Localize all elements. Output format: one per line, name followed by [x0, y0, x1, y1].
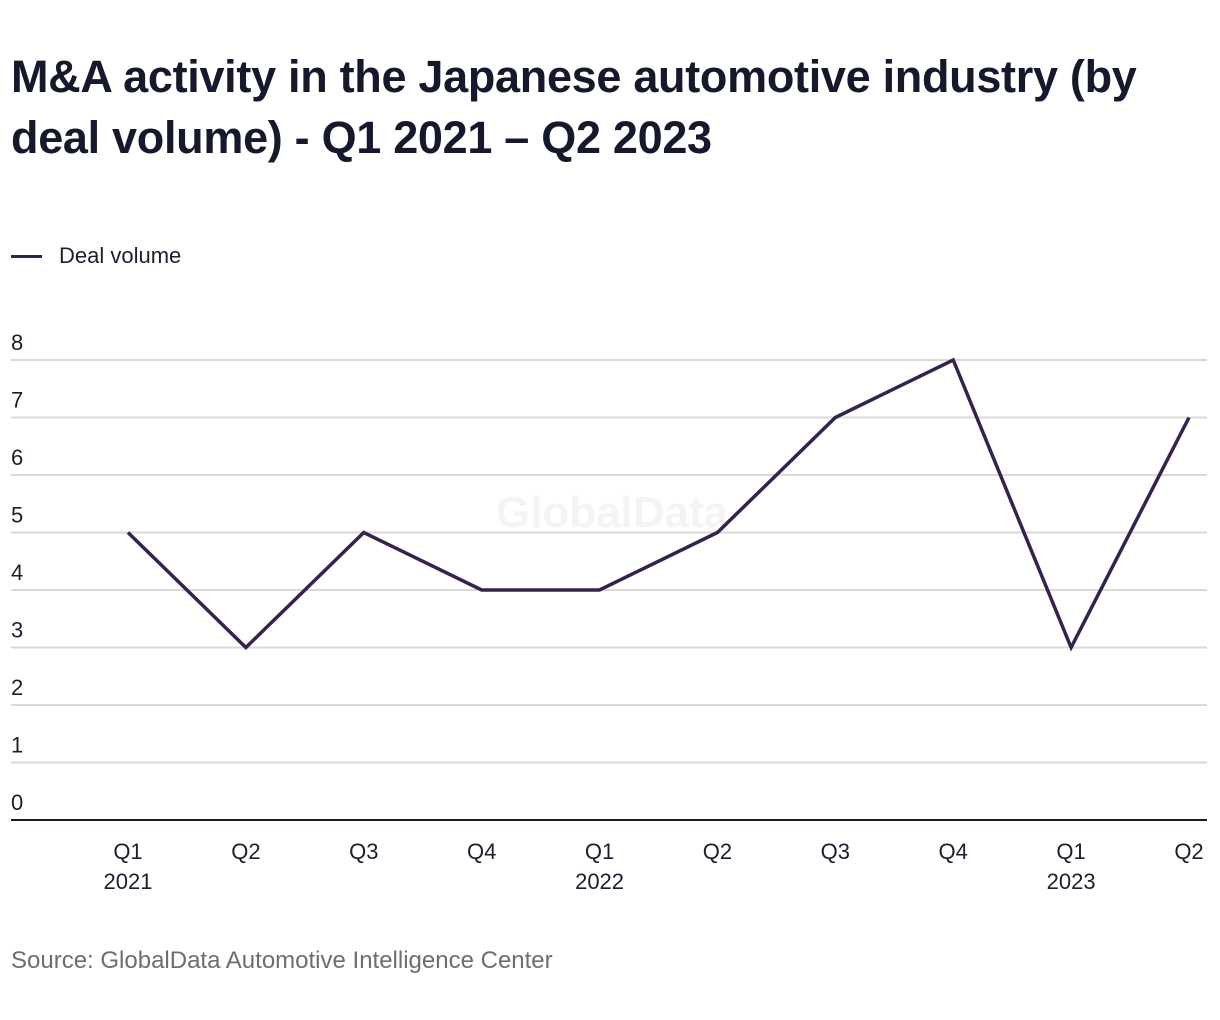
legend-swatch-deal-volume: [11, 254, 42, 258]
x-tick-label-1: Q2: [231, 839, 260, 864]
x-tick-year-label-8: 2023: [1047, 869, 1096, 894]
data-point-4: [594, 584, 606, 596]
source-note: Source: GlobalData Automotive Intelligen…: [11, 947, 553, 974]
series-line-deal-volume: [126, 357, 1191, 652]
x-tick-label-6: Q3: [821, 839, 850, 864]
x-tick-label-9: Q2: [1174, 839, 1203, 864]
data-point-0: [122, 527, 134, 539]
y-tick-label-7: 7: [11, 388, 23, 413]
y-tick-label-2: 2: [11, 675, 23, 700]
data-point-2: [358, 527, 370, 539]
x-tick-year-label-4: 2022: [575, 869, 624, 894]
gridlines: [11, 359, 1207, 764]
x-tick-label-2: Q3: [349, 839, 378, 864]
legend-label-deal-volume: Deal volume: [59, 243, 182, 268]
data-point-6: [829, 412, 841, 424]
x-tick-year-label-0: 2021: [104, 869, 153, 894]
y-tick-label-8: 8: [11, 330, 23, 355]
x-tick-label-5: Q2: [703, 839, 732, 864]
x-axis-tick-labels: Q1 2021 Q2 Q3 Q4 Q1 2022 Q2 Q3 Q4 Q1 2023 Q2: [104, 839, 1204, 894]
legend: Deal volume: [11, 243, 181, 269]
y-tick-label-5: 5: [11, 503, 23, 528]
data-point-8: [1065, 642, 1077, 654]
x-tick-label-3: Q4: [467, 839, 496, 864]
y-tick-label-6: 6: [11, 445, 23, 470]
x-tick-label-7: Q4: [939, 839, 968, 864]
y-tick-label-0: 0: [11, 790, 23, 815]
data-point-3: [476, 584, 488, 596]
x-tick-label-4: Q1: [585, 839, 614, 864]
watermark: GlobalData: [496, 488, 729, 537]
x-tick-label-8: Q1: [1056, 839, 1085, 864]
y-tick-label-1: 1: [11, 733, 23, 758]
data-point-9: [1183, 412, 1195, 424]
y-axis-tick-labels: 0 1 2 3 4 5 6 7 8: [11, 330, 23, 815]
y-tick-label-4: 4: [11, 560, 23, 585]
x-tick-label-0: Q1: [113, 839, 142, 864]
data-point-7: [947, 354, 959, 366]
chart-title: M&A activity in the Japanese automotive …: [11, 51, 1137, 163]
series-deal-volume: [122, 354, 1195, 654]
data-point-5: [711, 527, 723, 539]
data-point-1: [240, 642, 252, 654]
y-tick-label-3: 3: [11, 618, 23, 643]
